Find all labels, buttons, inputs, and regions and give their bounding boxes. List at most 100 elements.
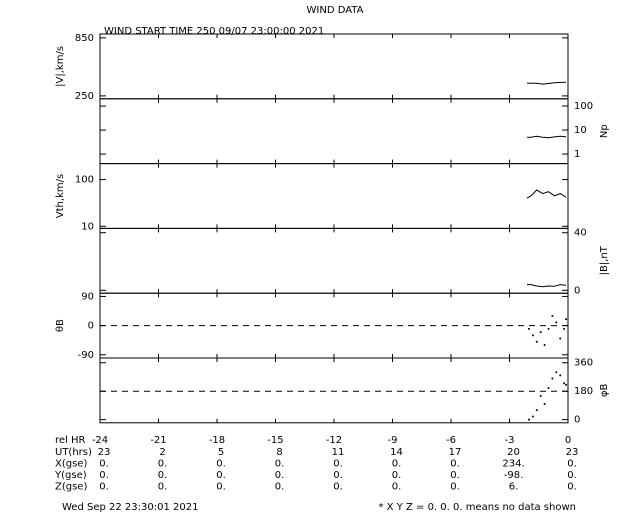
y-tick-label: 0	[574, 415, 580, 426]
data-point	[535, 409, 538, 412]
row-cell: 0.	[275, 470, 285, 481]
data-point	[531, 334, 534, 337]
data-point	[539, 394, 542, 397]
subtitle: WIND START TIME 250 09/07 23:00:00 2021	[104, 26, 324, 37]
row-cell: 0.	[392, 459, 402, 470]
y-axis-label: |V|,km/s	[55, 46, 66, 87]
row-cell: 0.	[333, 470, 343, 481]
y-axis-label: θB	[55, 319, 66, 332]
row-cell: 0.	[567, 482, 577, 493]
row-cell: 0.	[275, 459, 285, 470]
row-cell: 0.	[158, 459, 168, 470]
data-point	[551, 314, 554, 317]
data-point	[547, 327, 550, 330]
data-line	[527, 284, 567, 288]
x-tick-label: 0	[565, 435, 571, 446]
y-tick-label: 90	[81, 291, 94, 302]
y-tick-label: 360	[574, 358, 593, 369]
y-tick-label: 850	[75, 33, 94, 44]
row-label: UT(hrs)	[55, 447, 92, 458]
data-point	[565, 383, 568, 386]
row-cell: 0.	[450, 482, 460, 493]
row-cell: 0.	[99, 459, 109, 470]
row-cell: 0.	[567, 470, 577, 481]
row-cell: 0.	[216, 470, 226, 481]
data-line	[526, 81, 567, 85]
data-point	[565, 318, 568, 321]
data-point	[555, 321, 558, 324]
row-cell: 0.	[567, 459, 577, 470]
x-tick-label: -6	[446, 435, 456, 446]
panel-frame	[99, 357, 569, 424]
footer-note: * X Y Z = 0. 0. 0. means no data shown	[378, 502, 576, 512]
row-label: X(gse)	[55, 459, 87, 470]
y-tick-label: 250	[75, 91, 94, 102]
data-point	[543, 344, 546, 347]
row-cell: 0.	[450, 459, 460, 470]
footer-timestamp: Wed Sep 22 23:30:01 2021	[62, 502, 198, 512]
panel-frame	[99, 98, 569, 165]
data-point	[563, 327, 566, 330]
x-tick-label: -12	[326, 435, 342, 446]
row-label: Y(gse)	[54, 470, 87, 481]
data-point	[547, 387, 550, 390]
y-axis-label: |B|,nT	[599, 245, 610, 275]
y-axis-label: φB	[599, 384, 610, 398]
x-tick-label: -15	[267, 435, 283, 446]
data-point	[531, 415, 534, 418]
row-cell: 0.	[392, 470, 402, 481]
row-cell: -98.	[504, 470, 524, 481]
data-point	[528, 327, 530, 330]
row-cell: 6.	[509, 482, 519, 493]
data-point	[559, 337, 562, 340]
data-point	[539, 331, 542, 334]
row-cell: 0.	[392, 482, 402, 493]
title: WIND DATA	[307, 5, 364, 16]
y-tick-label: -90	[78, 350, 94, 361]
y-tick-label: 180	[574, 386, 593, 397]
y-axis-label: Vth,km/s	[55, 174, 66, 218]
row-cell: 0.	[216, 459, 226, 470]
row-label: rel HR	[55, 435, 86, 446]
data-point	[551, 377, 554, 380]
data-point	[535, 340, 538, 343]
panel-frame	[99, 163, 569, 229]
row-cell: 20	[507, 447, 520, 458]
row-cell: 17	[449, 447, 462, 458]
y-tick-label: 100	[75, 175, 94, 186]
x-tick-label: -3	[505, 435, 515, 446]
data-line	[527, 135, 567, 139]
y-tick-label: 10	[574, 125, 587, 136]
row-cell: 11	[332, 447, 345, 458]
x-tick-label: -24	[92, 435, 108, 446]
y-tick-label: 0	[88, 321, 94, 332]
row-cell: 23	[98, 447, 111, 458]
row-cell: 0.	[99, 482, 109, 493]
x-tick-label: -9	[388, 435, 398, 446]
data-line	[526, 189, 567, 199]
y-tick-label: 0	[574, 285, 580, 296]
row-cell: 0.	[99, 470, 109, 481]
row-cell: 0.	[158, 482, 168, 493]
row-cell: 0.	[275, 482, 285, 493]
row-cell: 234.	[502, 459, 524, 470]
row-cell: 2	[159, 447, 165, 458]
row-cell: 0.	[333, 482, 343, 493]
row-cell: 5	[218, 447, 224, 458]
row-cell: 14	[390, 447, 403, 458]
x-tick-label: -21	[150, 435, 166, 446]
data-point	[563, 382, 566, 385]
row-cell: 0.	[333, 459, 343, 470]
row-cell: 0.	[158, 470, 168, 481]
data-point	[543, 402, 546, 405]
x-tick-label: -18	[209, 435, 225, 446]
y-tick-label: 40	[574, 228, 587, 239]
row-cell: 0.	[216, 482, 226, 493]
row-cell: 23	[566, 447, 579, 458]
y-tick-label: 10	[81, 221, 94, 232]
panel-frame	[99, 227, 569, 294]
row-label: Z(gse)	[55, 482, 87, 493]
data-point	[555, 371, 558, 374]
row-cell: 8	[276, 447, 282, 458]
